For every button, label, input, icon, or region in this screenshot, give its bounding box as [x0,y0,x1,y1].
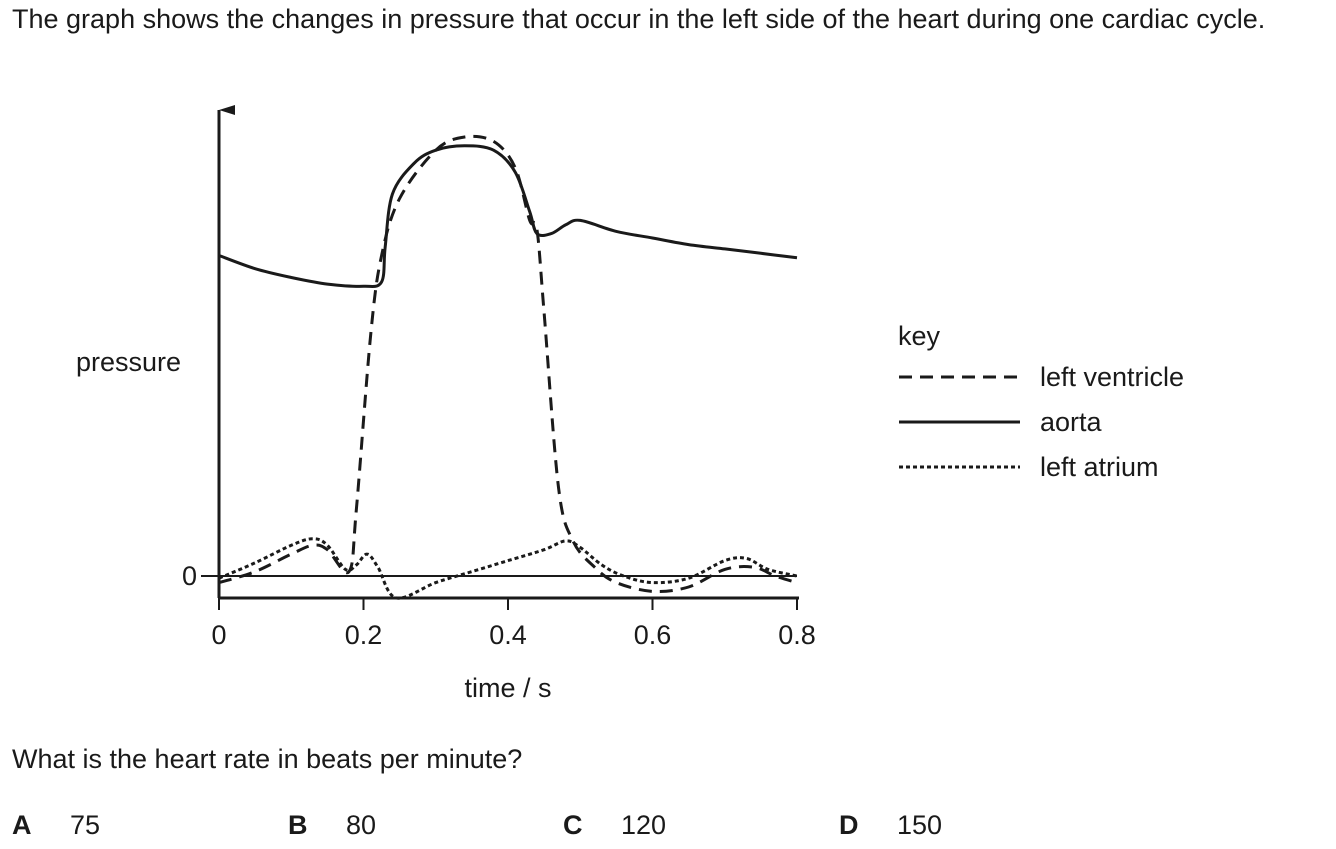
option-d-letter: D [839,810,859,840]
x-tick-label: 0 [211,620,226,650]
option-c-value: 120 [621,810,667,840]
legend-label-aorta: aorta [1040,407,1103,437]
x-tick-label: 0.4 [489,620,527,650]
intro-text: The graph shows the changes in pressure … [12,4,1266,34]
x-tick-label: 0.6 [634,620,672,650]
y-tick-label: 0 [182,561,197,591]
series-line-left-atrium [218,537,798,600]
series-line-left-ventricle [218,134,798,594]
option-b[interactable]: B 80 [288,810,376,841]
option-a[interactable]: A 75 [12,810,100,841]
option-a-value: 75 [70,810,101,840]
legend-title: key [898,321,941,351]
legend-label-left-ventricle: left ventricle [1040,362,1184,392]
pressure-time-chart: 0 0.2 0.4 0.6 0.8 0 pressure time / s key left… [76,105,1184,703]
chart-series [218,134,798,600]
x-axis-label: time / s [464,673,551,703]
x-tick-label: 0.2 [345,620,383,650]
legend-label-left-atrium: left atrium [1040,452,1159,482]
option-b-value: 80 [346,810,377,840]
chart-ticks: 0 0.2 0.4 0.6 0.8 0 [182,561,816,650]
option-b-letter: B [288,810,308,840]
y-axis-label: pressure [76,347,181,377]
chart-axes [201,105,799,600]
option-a-letter: A [12,810,32,840]
series-line-aorta [218,144,798,288]
chart-legend: key left ventricle aorta left atrium [898,321,1184,482]
option-d[interactable]: D 150 [839,810,942,841]
option-c-letter: C [563,810,583,840]
x-tick-label: 0.8 [778,620,816,650]
option-d-value: 150 [897,810,943,840]
question-text: What is the heart rate in beats per minu… [12,744,523,774]
option-c[interactable]: C 120 [563,810,666,841]
